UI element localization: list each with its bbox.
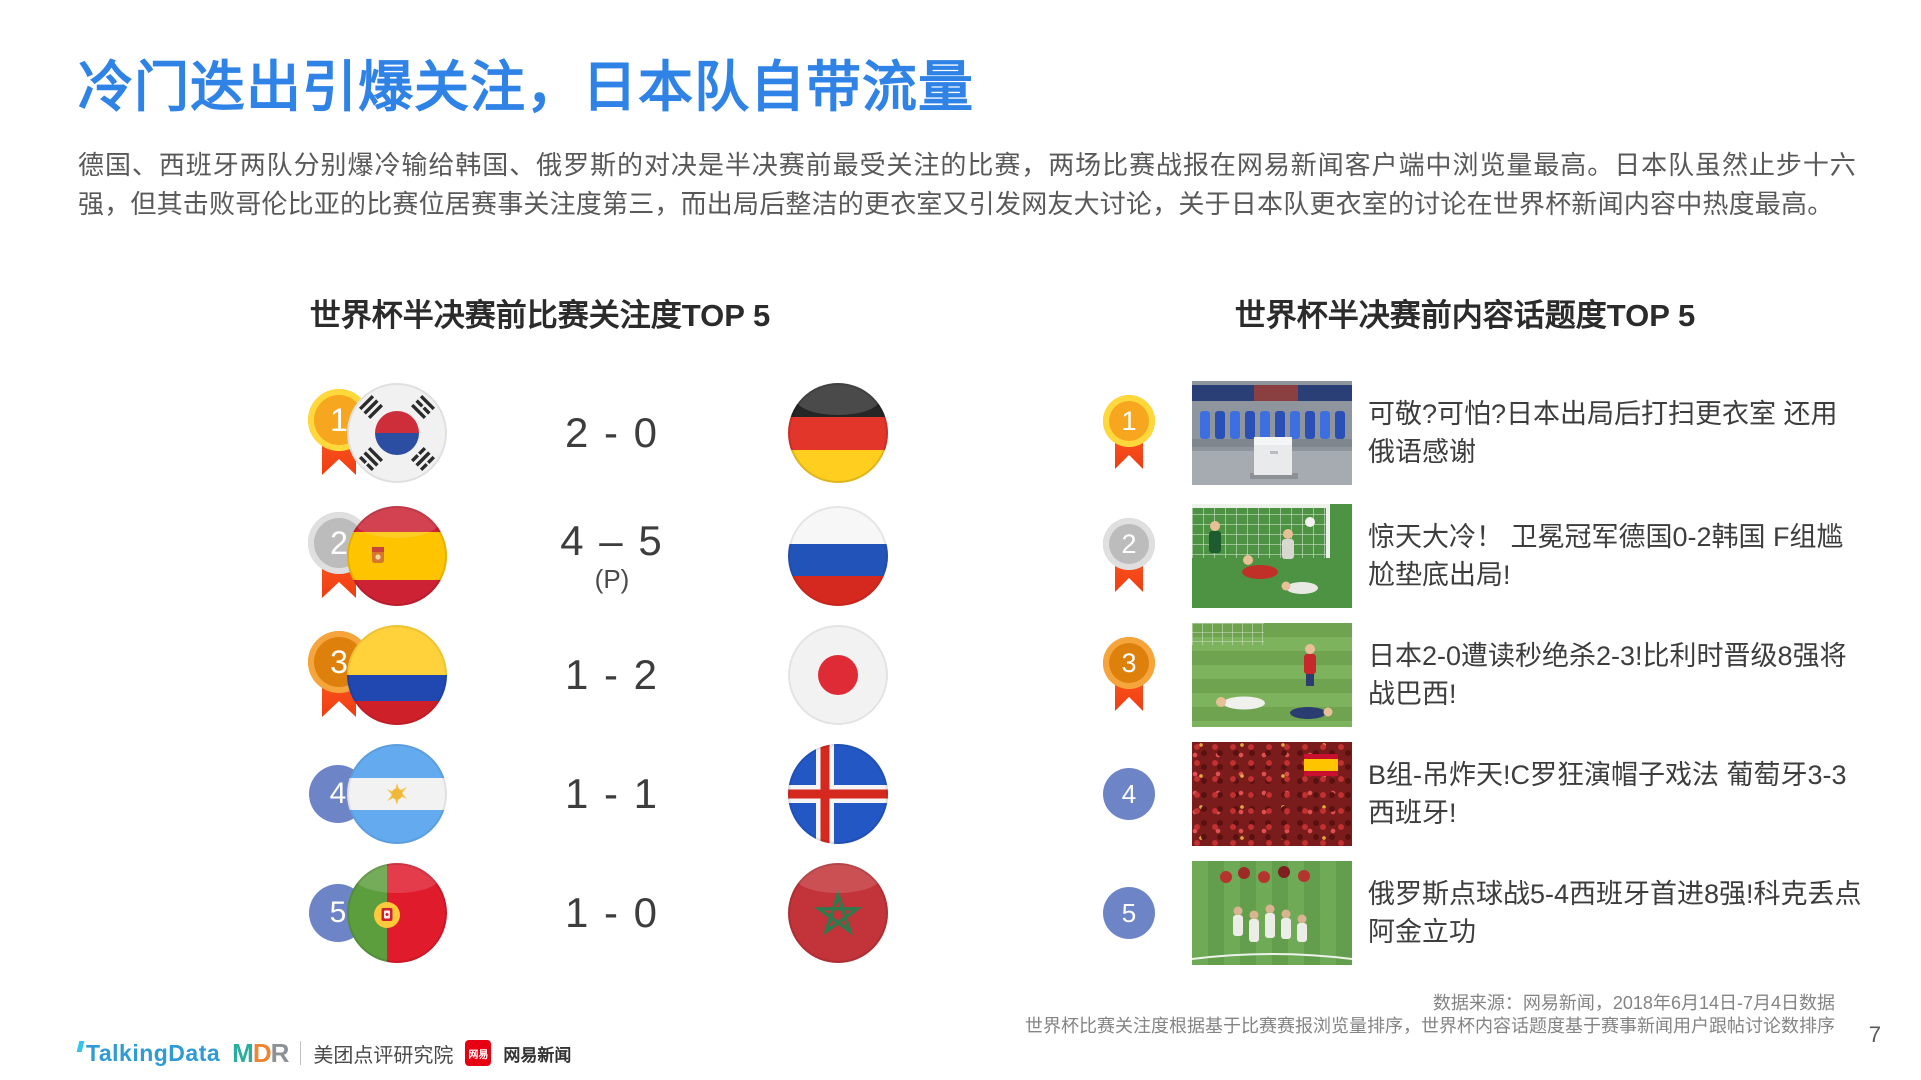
rank-number: 4 <box>329 777 347 810</box>
rank-number: 2 <box>330 524 348 561</box>
news-headline: 惊天大冷！ 卫冕冠军德国0-2韩国 F组尴尬垫底出局! <box>1368 522 1844 590</box>
logo-bar: TalkingData MDR 美团点评研究院 网易 网易新闻 <box>76 1038 572 1068</box>
netease-logo-icon: 网易 <box>465 1040 492 1066</box>
morocco-flag-icon <box>788 863 888 963</box>
topic-row: 5 俄罗斯点球战5-4西班牙首进8强!科克丢点阿金立功 <box>1095 858 1911 968</box>
rank-number: 3 <box>1121 647 1137 678</box>
japan-flag-icon <box>788 625 888 725</box>
spain-flag-icon <box>347 506 447 606</box>
spain-mini-flag-icon <box>1304 754 1338 776</box>
match-ranking-title: 世界杯半决赛前比赛关注度TOP 5 <box>309 298 771 333</box>
iceland-flag-icon <box>788 744 888 844</box>
match-score: 4 – 5 (P) <box>522 518 702 595</box>
match-row: 3 1 - 2 <box>140 620 940 730</box>
logo-divider <box>300 1041 302 1065</box>
topic-row: 3 日本2-0遭读秒绝杀2-3!比利时晋级8强将战巴西! <box>1095 620 1911 730</box>
news-headline: 可敬?可怕?日本出局后打扫更衣室 还用俄语感谢 <box>1368 399 1838 467</box>
russia-celebration-photo <box>1192 861 1352 965</box>
gold-medal-icon: 1 <box>1103 395 1155 471</box>
match-score: 1 - 2 <box>564 651 660 698</box>
data-source-note: 数据来源：网易新闻，2018年6月14日-7月4日数据 <box>1432 993 1835 1013</box>
rank-number: 3 <box>330 643 348 680</box>
rank-number: 4 <box>1121 778 1137 809</box>
bronze-medal-icon: 3 <box>1103 637 1155 713</box>
topic-row: 1 可敬?可怕?日本出局后打扫更衣室 还用俄语感谢 <box>1095 378 1911 488</box>
rank-number: 5 <box>329 896 347 929</box>
rank-number: 1 <box>1121 405 1137 436</box>
methodology-note: 世界杯比赛关注度根据基于比赛赛报浏览量排序，世界杯内容话题度基于赛事新闻用户跟帖… <box>1025 1016 1835 1036</box>
mdr-logo: MDR <box>232 1038 289 1068</box>
germany-korea-goal-photo <box>1192 504 1352 608</box>
topic-ranking-title: 世界杯半决赛前内容话题度TOP 5 <box>1234 298 1696 333</box>
colombia-flag-icon <box>347 625 447 725</box>
rank-number: 5 <box>1121 897 1137 928</box>
silver-medal-icon: 2 <box>1103 518 1155 594</box>
argentina-flag-icon <box>347 744 447 844</box>
netease-news-label: 网易新闻 <box>503 1045 572 1065</box>
rank-5-badge: 5 <box>1103 887 1155 939</box>
page-number: 7 <box>1868 1022 1881 1047</box>
south-korea-flag-icon <box>347 383 447 483</box>
news-headline: 俄罗斯点球战5-4西班牙首进8强!科克丢点阿金立功 <box>1368 879 1862 947</box>
match-row: 5 1 - 0 <box>140 858 940 968</box>
news-headline: B组-吊炸天!C罗狂演帽子戏法 葡萄牙3-3西班牙! <box>1368 760 1847 828</box>
japan-belgium-pitch-photo <box>1192 623 1352 727</box>
match-score: 1 - 1 <box>564 770 660 817</box>
portugal-flag-icon <box>347 863 447 963</box>
rank-number: 1 <box>330 401 348 438</box>
match-score: 1 - 0 <box>564 889 660 936</box>
intro-paragraph: 德国、西班牙两队分别爆冷输给韩国、俄罗斯的对决是半决赛前最受关注的比赛，两场比赛… <box>78 150 1856 219</box>
locker-room-photo <box>1192 381 1352 485</box>
russia-flag-icon <box>788 506 888 606</box>
match-row: 1 2 - 0 <box>140 378 940 488</box>
rank-4-badge: 4 <box>1103 768 1155 820</box>
match-row: 4 1 - 1 <box>140 739 940 849</box>
page-title: 冷门迭出引爆关注，日本队自带流量 <box>78 56 975 118</box>
match-row: 2 4 – 5 (P) <box>140 501 940 611</box>
topic-row: 4 B组-吊炸天!C罗狂演帽子戏法 葡萄牙3-3西班牙! <box>1095 739 1911 849</box>
penalty-note: (P) <box>594 564 630 594</box>
talkingdata-tick-icon <box>76 1041 85 1052</box>
talkingdata-logo: TalkingData <box>76 1040 220 1066</box>
match-score: 2 - 0 <box>564 409 660 456</box>
meituan-research-label: 美团点评研究院 <box>313 1044 454 1067</box>
topic-row: 2 惊天大冷！ 卫冕冠军德国0-2韩国 F组尴尬垫底出局! <box>1095 501 1911 611</box>
germany-flag-icon <box>788 383 888 483</box>
rank-number: 2 <box>1121 528 1137 559</box>
spain-fans-crowd-photo <box>1192 742 1352 846</box>
news-headline: 日本2-0遭读秒绝杀2-3!比利时晋级8强将战巴西! <box>1368 641 1847 709</box>
